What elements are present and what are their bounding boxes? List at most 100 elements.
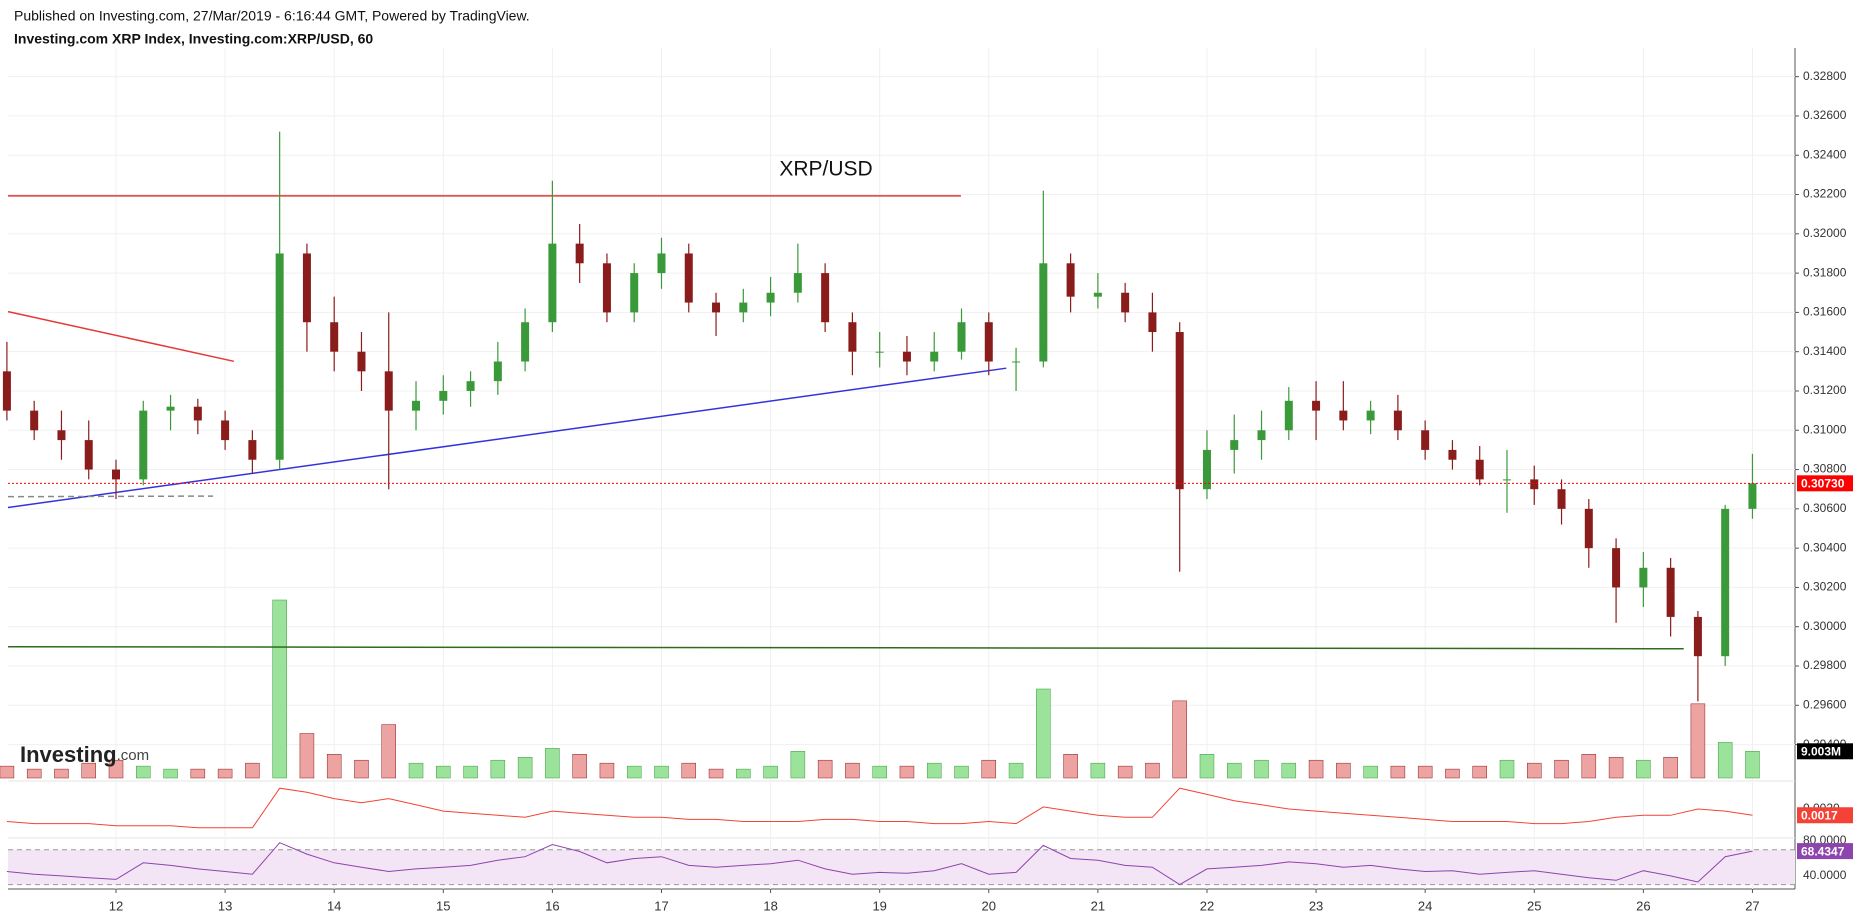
volume-bar [1008,762,1024,779]
volume-bar [436,765,451,779]
plot: 0.294000.296000.298000.300000.302000.304… [0,48,1853,913]
annotation: XRP/USD [779,158,872,181]
volume-bar [1636,759,1651,779]
y-tick-label: 40.0000 [1803,868,1847,882]
volume-bar [1363,765,1378,779]
candle-body [1748,483,1757,509]
volume-bar [1745,751,1760,779]
candle-body [1693,616,1702,657]
candle-body [930,351,939,362]
volume-bar [1172,700,1187,779]
candle-body [57,430,66,441]
candle-body [1530,479,1539,490]
volume-bar [190,768,206,779]
candle-body [1148,312,1157,333]
x-tick-label: 17 [654,898,668,913]
volume-bar [1417,765,1433,779]
candle-body [1502,479,1511,481]
volume-bar [872,765,887,779]
volume-bar [490,759,506,779]
candle-body [1175,332,1184,490]
value-box [1797,807,1853,824]
volume-bar [463,765,478,779]
candle-body [1066,263,1075,297]
candle-body [793,273,802,293]
candle-body [330,322,339,352]
candle-body [602,263,611,313]
y-tick-label: 0.32400 [1803,147,1847,161]
volume-bar [1390,765,1406,779]
candle-body [493,361,502,382]
candle-body [166,406,175,411]
y-tick-label: 0.32000 [1803,226,1847,240]
candle-body [1284,400,1293,431]
candle-body [1421,430,1430,450]
candle-body [957,322,966,352]
candle-body [1475,459,1484,480]
candle-body [139,410,148,480]
y-tick-label: 0.32800 [1803,69,1847,83]
candle-body [302,253,311,323]
volume-bar [1527,762,1542,779]
candle-body [657,253,666,274]
volume-bar [26,768,42,779]
volume-bar [381,724,396,779]
volume-bar [954,765,969,779]
volume-bar [1226,762,1242,779]
volume-bar [299,733,315,779]
x-tick-label: 22 [1200,898,1214,913]
y-tick-label: 0.31000 [1803,422,1847,436]
value-box [1797,843,1853,860]
candle-body [112,469,121,480]
x-tick-label: 26 [1636,898,1650,913]
candle-body [848,322,857,352]
candle-body [1666,567,1675,617]
candle-body [521,322,530,362]
candle-body [984,322,993,362]
volume-bar [1690,703,1706,779]
x-tick-label: 23 [1309,898,1323,913]
y-tick-label: 0.30200 [1803,580,1847,594]
candle-body [1230,440,1239,450]
volume-bar [1499,759,1515,779]
value-box-label: 9.003M [1801,744,1841,758]
x-tick-label: 20 [982,898,996,913]
y-tick-label: 0.31800 [1803,265,1847,279]
candle-body [466,381,475,391]
volume-bar [899,765,915,779]
volume-bar [1199,754,1215,779]
candle-body [548,243,557,323]
watermark-suffix: .com [117,747,150,764]
candle-body [766,292,775,303]
volume-bar [1281,762,1297,779]
candle-body [1557,489,1566,509]
volume-bar [817,759,833,779]
volume-bar [1145,762,1160,779]
value-box-label: 68.4347 [1801,844,1845,858]
candle-body [821,273,830,323]
volume-bar [845,762,860,779]
volume-bar [1554,759,1569,779]
candle-body [684,253,693,303]
rsi-band [8,849,1795,885]
y-tick-label: 0.32200 [1803,187,1847,201]
candle-body [384,371,393,411]
candle-body [875,351,884,353]
y-tick-label: 0.29600 [1803,697,1847,711]
volume-bar [1117,765,1133,779]
rsi-line [6,842,1753,886]
trend-line [7,646,1684,650]
volume-bar [1717,742,1733,779]
value-box-label: 0.30730 [1801,476,1845,490]
y-tick-label: 0.29800 [1803,658,1847,672]
trend-line [7,495,214,498]
candle-body [902,351,911,362]
watermark-name: Investing [20,742,117,767]
x-tick-label: 27 [1745,898,1759,913]
y-tick-label: 0.31200 [1803,383,1847,397]
value-box [1797,475,1853,492]
candle-body [2,371,11,411]
volume-bar [1308,759,1324,779]
candle-body [412,400,421,411]
volume-bar [626,765,642,779]
